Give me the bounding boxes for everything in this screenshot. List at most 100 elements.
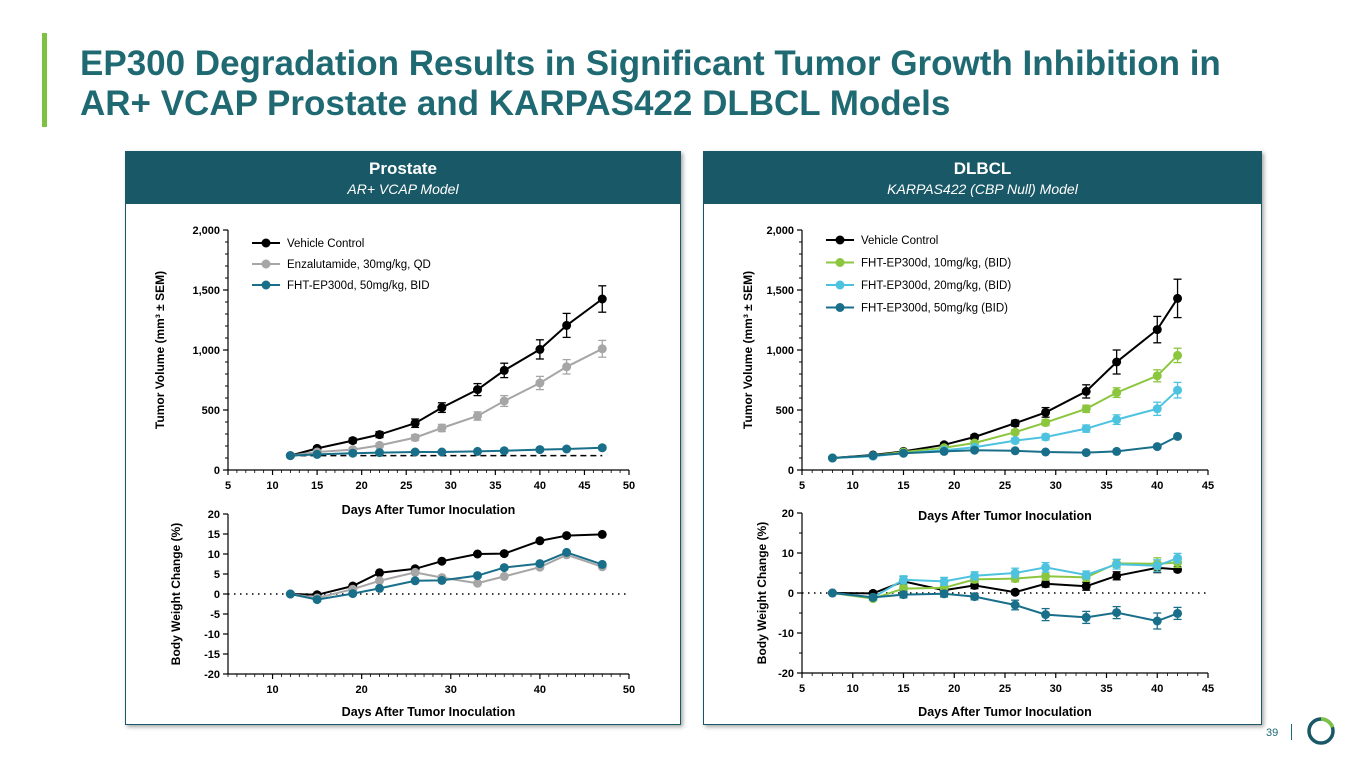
data-point	[473, 446, 483, 456]
x-tick-label: 20	[356, 480, 368, 492]
y-tick-label: 1,000	[766, 345, 794, 357]
data-point	[899, 590, 908, 600]
data-point	[562, 531, 572, 541]
series-3	[827, 552, 1183, 602]
x-tick-label: 30	[1050, 683, 1062, 695]
y-tick-label: 1,500	[192, 285, 220, 297]
series-line	[290, 533, 603, 596]
prostate-tumor-chart: 0 500 1,000 1,500 2,000 5 10 15 20 25 30 35 40 45 50 Tu…	[153, 225, 635, 517]
series-line	[832, 592, 1178, 623]
data-point	[1112, 608, 1122, 618]
data-point	[285, 589, 295, 599]
data-point	[1152, 561, 1162, 571]
x-tick-label: 35	[489, 480, 501, 492]
data-point	[312, 595, 322, 605]
data-point	[312, 449, 322, 459]
series-line	[832, 561, 1178, 600]
dlbcl-weight-chart: -20 -10 0 10 20 5 10 15 20 25 30 35 40 45 Body Weight …	[755, 508, 1214, 719]
x-tick-label: 15	[897, 480, 909, 492]
prostate-panel: Prostate AR+ VCAP Model 0 500 1,000 1,500 2,…	[125, 151, 681, 725]
legend-label: FHT-EP300d, 20mg/kg, (BID)	[861, 280, 1011, 292]
data-point	[1152, 616, 1162, 626]
data-point	[1041, 562, 1051, 572]
x-tick-label: 5	[799, 480, 805, 492]
data-point	[939, 576, 949, 586]
data-point	[1112, 415, 1122, 425]
data-point	[1152, 404, 1162, 414]
data-point	[410, 447, 420, 457]
data-point	[1152, 442, 1162, 452]
legend-swatch-marker	[261, 238, 271, 248]
prostate-panel-title: Prostate	[368, 159, 438, 178]
y-tick-label: -20	[204, 669, 220, 681]
data-point	[1112, 446, 1122, 456]
x-tick-label: 10	[266, 684, 278, 696]
x-axis-title: Days After Tumor Inoculation	[342, 503, 516, 517]
x-tick-label: 40	[1151, 683, 1163, 695]
data-point	[473, 571, 483, 581]
data-point	[1010, 418, 1020, 428]
data-point	[437, 403, 447, 413]
legend-swatch-marker	[261, 280, 271, 290]
x-tick-label: 25	[400, 480, 412, 492]
x-tick-label: 15	[897, 683, 909, 695]
data-point	[1010, 587, 1020, 597]
x-tick-label: 35	[1100, 480, 1112, 492]
data-point	[939, 589, 949, 599]
y-tick-label: 2,000	[192, 225, 220, 237]
x-tick-label: 25	[999, 480, 1011, 492]
data-point	[1081, 448, 1091, 458]
dlbcl-panel-subtitle: KARPAS422 (CBP Null) Model	[887, 181, 1078, 197]
y-tick-label: -10	[778, 628, 794, 640]
x-tick-label: 40	[1151, 480, 1163, 492]
data-point	[1112, 357, 1122, 367]
y-tick-label: 1,500	[766, 285, 794, 297]
y-axis-title: Body Weight Change (%)	[169, 523, 183, 665]
x-tick-label: 50	[623, 684, 635, 696]
y-tick-label: -20	[778, 668, 794, 680]
data-point	[473, 549, 483, 559]
legend: Vehicle Control FHT-EP300d, 10mg/kg, (BID…	[826, 235, 1011, 315]
data-point	[348, 448, 358, 458]
x-tick-label: 15	[311, 480, 323, 492]
legend-swatch-marker	[261, 259, 271, 269]
data-point	[1010, 568, 1020, 578]
y-tick-label: 10	[208, 549, 220, 561]
data-point	[899, 575, 908, 585]
prostate-weight-chart: -20 -15 -10 -5 0 5 10 15 20 10 20 30 40 50 Body Weight…	[169, 509, 635, 719]
data-point	[868, 592, 878, 602]
y-tick-label: 1,000	[192, 345, 220, 357]
data-point	[437, 556, 447, 566]
x-tick-label: 40	[534, 480, 546, 492]
series-2	[827, 347, 1183, 463]
legend-label: FHT-EP300d, 50mg/kg (BID)	[861, 303, 1008, 315]
slide-title: EP300 Degradation Results in Significant…	[80, 44, 1221, 123]
dlbcl-panel-title: DLBCL	[953, 159, 1012, 178]
data-point	[348, 436, 358, 446]
dlbcl-charts: 0 500 1,000 1,500 2,000 5 10 15 20 25 30 35 40 45 Tumo…	[741, 225, 1214, 719]
data-point	[1081, 570, 1091, 580]
y-tick-label: 0	[214, 589, 220, 601]
legend-label: FHT-EP300d, 10mg/kg, (BID)	[861, 258, 1011, 270]
data-point	[1041, 447, 1051, 457]
data-point	[374, 583, 384, 593]
y-axis-title: Tumor Volume (mm³ ± SEM)	[153, 271, 167, 429]
y-tick-label: 5	[214, 569, 220, 581]
data-point	[374, 440, 384, 450]
data-point	[499, 563, 509, 573]
data-point	[562, 362, 572, 372]
data-point	[1081, 424, 1091, 434]
data-point	[499, 396, 509, 406]
data-point	[1152, 325, 1162, 335]
legend-swatch-marker	[835, 235, 845, 245]
x-tick-label: 10	[847, 480, 859, 492]
data-point	[473, 385, 483, 395]
legend-label: Enzalutamide, 30mg/kg, QD	[287, 259, 431, 271]
data-point	[1041, 407, 1051, 417]
series-line	[832, 566, 1178, 595]
series-line	[832, 435, 1178, 459]
legend-label: Vehicle Control	[861, 235, 938, 247]
data-point	[1173, 431, 1183, 441]
data-point	[499, 365, 509, 375]
